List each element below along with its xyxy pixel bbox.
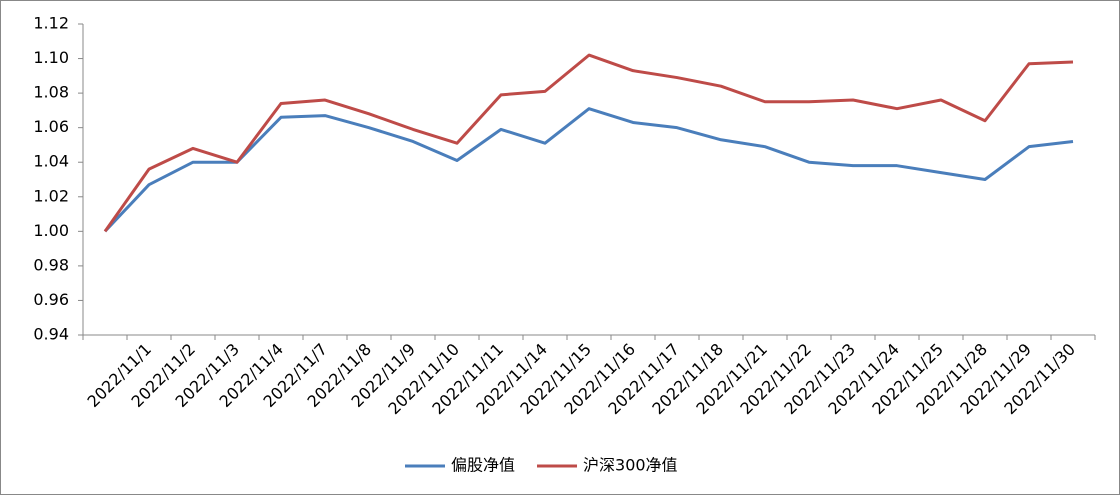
y-tick-label: 1.00 xyxy=(33,221,69,240)
y-tick-label: 1.04 xyxy=(33,152,69,171)
series-line xyxy=(103,107,1074,233)
legend-label: 沪深300净值 xyxy=(583,456,678,475)
y-tick-label: 1.06 xyxy=(33,117,69,136)
y-tick-label: 1.12 xyxy=(33,14,69,33)
y-tick-label: 1.08 xyxy=(33,83,69,102)
y-tick-label: 0.96 xyxy=(33,290,69,309)
y-tick-label: 1.10 xyxy=(33,48,69,67)
series-line xyxy=(103,53,1074,233)
y-tick-label: 0.94 xyxy=(33,325,69,344)
y-tick-label: 1.02 xyxy=(33,186,69,205)
y-tick-label: 0.98 xyxy=(33,255,69,274)
legend-label: 偏股净值 xyxy=(451,456,515,475)
